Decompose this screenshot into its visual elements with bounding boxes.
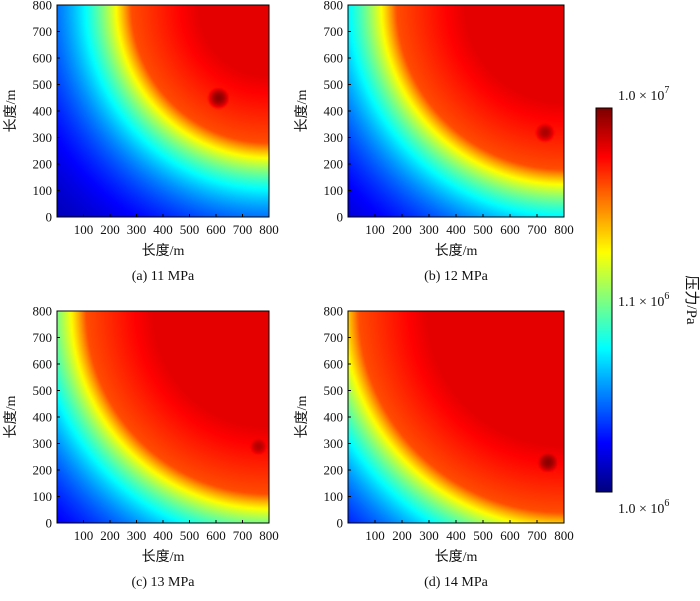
- y-tick-label: 600: [324, 51, 344, 66]
- y-tick-label: 300: [33, 130, 53, 145]
- y-tick-label: 100: [33, 489, 53, 504]
- y-tick-label: 100: [324, 489, 344, 504]
- heatmap-panel-3: 100 200 300 400 500 600 700 800 0 100 200 300 400 500…: [3, 304, 279, 591]
- x-tick-label: 400: [153, 528, 173, 543]
- x-tick-label: 800: [554, 222, 574, 237]
- y-tick-label: 100: [33, 183, 53, 198]
- y-axis-label: 长度/m: [294, 90, 310, 133]
- y-tick-label: 400: [33, 410, 53, 425]
- y-tick-label: 600: [33, 51, 53, 66]
- x-tick-label: 400: [446, 222, 466, 237]
- y-tick-label: 400: [33, 104, 53, 119]
- x-tick-label: 600: [500, 528, 520, 543]
- y-tick-label: 100: [324, 183, 344, 198]
- y-tick-label: 400: [324, 104, 344, 119]
- y-tick-label: 200: [33, 157, 53, 172]
- heatmap-image: [348, 5, 564, 217]
- x-tick-label: 100: [74, 528, 94, 543]
- y-tick-label: 0: [337, 210, 344, 225]
- y-tick-label: 600: [324, 357, 344, 372]
- x-tick-label: 400: [446, 528, 466, 543]
- y-tick-label: 500: [324, 77, 344, 92]
- y-tick-label: 400: [324, 410, 344, 425]
- x-tick-label: 600: [500, 222, 520, 237]
- colorbar-tick-mid: 1.1 × 106: [618, 291, 669, 310]
- panel-caption: (a) 11 MPa: [132, 269, 195, 284]
- x-tick-label: 200: [392, 528, 412, 543]
- y-tick-label: 500: [324, 383, 344, 398]
- colorbar-tick-top: 1.0 × 107: [618, 85, 669, 104]
- y-tick-label: 0: [46, 210, 53, 225]
- panel-caption: (b) 12 MPa: [424, 269, 489, 284]
- x-tick-label: 800: [259, 222, 279, 237]
- y-tick-label: 700: [324, 330, 344, 345]
- x-tick-label: 500: [473, 222, 493, 237]
- x-tick-label: 700: [233, 528, 253, 543]
- heatmap-panel-1: 100 200 300 400 500 600 700 800 0 100 200 300 400 500…: [3, 0, 279, 284]
- heatmap-panel-4: 100 200 300 400 500 600 700 800 0 100 200 300 400 500…: [294, 304, 574, 591]
- y-tick-label: 200: [324, 157, 344, 172]
- y-tick-label: 500: [33, 383, 53, 398]
- colorbar: 1.0 × 107 1.1 × 106 1.0 × 106 压力/Pa: [595, 85, 700, 517]
- y-tick-label: 200: [324, 463, 344, 478]
- x-tick-label: 200: [100, 222, 120, 237]
- y-tick-label: 800: [33, 0, 53, 13]
- y-tick-label: 600: [33, 357, 53, 372]
- x-tick-label: 200: [100, 528, 120, 543]
- colorbar-label: 压力/Pa: [683, 275, 700, 325]
- x-axis-label: 长度/m: [142, 549, 185, 565]
- x-tick-label: 400: [153, 222, 173, 237]
- panel-caption: (c) 13 MPa: [132, 575, 196, 590]
- y-tick-label: 700: [324, 24, 344, 39]
- x-tick-label: 500: [473, 528, 493, 543]
- y-tick-label: 800: [324, 304, 344, 319]
- y-tick-label: 0: [46, 516, 53, 531]
- y-tick-label: 200: [33, 463, 53, 478]
- panel-caption: (d) 14 MPa: [424, 575, 489, 590]
- x-axis-label: 长度/m: [142, 243, 185, 259]
- heatmap-image: [57, 311, 269, 523]
- x-tick-label: 500: [180, 222, 200, 237]
- x-tick-label: 300: [419, 222, 439, 237]
- x-axis-label: 长度/m: [435, 243, 478, 259]
- y-axis-label: 长度/m: [3, 396, 19, 439]
- y-tick-label: 800: [324, 0, 344, 13]
- x-tick-label: 700: [233, 222, 253, 237]
- x-tick-label: 700: [527, 528, 547, 543]
- y-tick-label: 500: [33, 77, 53, 92]
- x-tick-label: 600: [206, 222, 226, 237]
- colorbar-gradient: [596, 108, 612, 492]
- x-tick-label: 800: [259, 528, 279, 543]
- y-tick-label: 300: [33, 436, 53, 451]
- x-tick-label: 800: [554, 528, 574, 543]
- x-tick-label: 200: [392, 222, 412, 237]
- x-tick-label: 500: [180, 528, 200, 543]
- x-tick-label: 100: [365, 528, 385, 543]
- x-tick-label: 300: [127, 222, 147, 237]
- x-tick-label: 100: [365, 222, 385, 237]
- y-tick-label: 800: [33, 304, 53, 319]
- y-tick-label: 700: [33, 330, 53, 345]
- heatmap-panel-2: 100 200 300 400 500 600 700 800 0 100 200 300 400 500…: [294, 0, 574, 284]
- heatmap-image: [57, 5, 269, 217]
- y-tick-label: 700: [33, 24, 53, 39]
- x-tick-label: 300: [127, 528, 147, 543]
- y-tick-label: 300: [324, 436, 344, 451]
- x-tick-label: 100: [74, 222, 94, 237]
- colorbar-frame: [595, 107, 613, 493]
- x-tick-label: 700: [527, 222, 547, 237]
- y-tick-label: 0: [337, 516, 344, 531]
- heatmap-image: [348, 311, 564, 523]
- y-axis-label: 长度/m: [3, 90, 19, 133]
- y-tick-label: 300: [324, 130, 344, 145]
- x-tick-label: 600: [206, 528, 226, 543]
- y-axis-label: 长度/m: [294, 396, 310, 439]
- colorbar-tick-bottom: 1.0 × 106: [618, 498, 669, 517]
- x-axis-label: 长度/m: [435, 549, 478, 565]
- x-tick-label: 300: [419, 528, 439, 543]
